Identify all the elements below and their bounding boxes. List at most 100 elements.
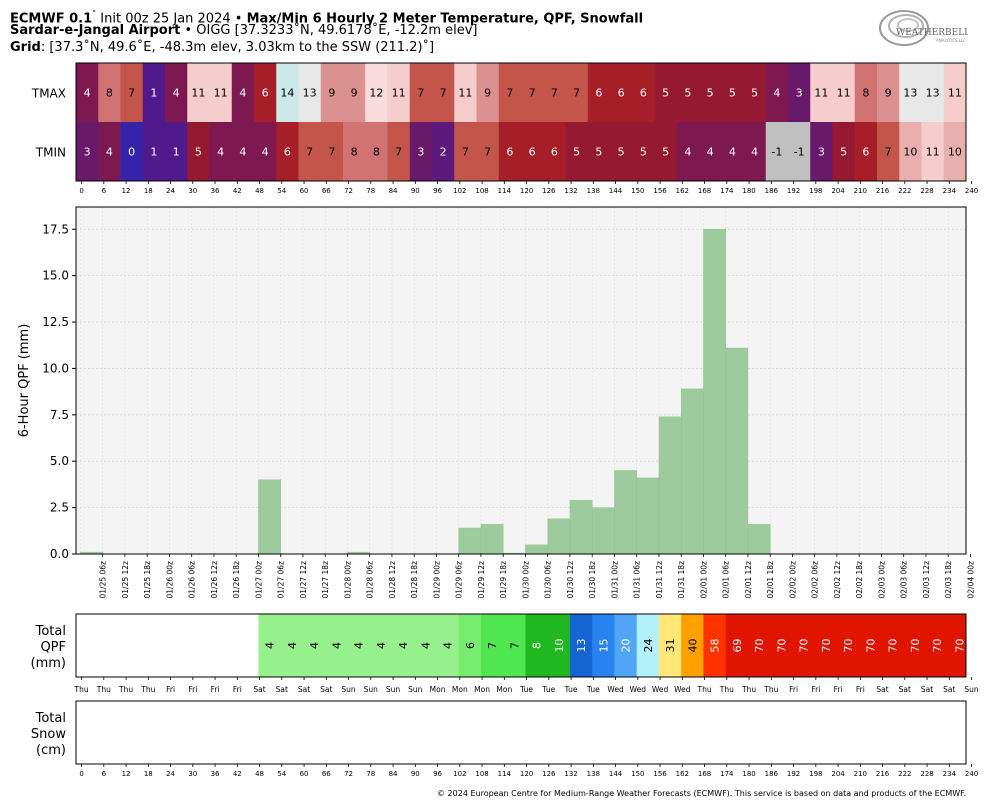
- snow-hour-tick-label: 18: [144, 770, 153, 778]
- tmax-value: 4: [773, 87, 780, 100]
- qpf-x-tick-label: 01/25 12z: [121, 561, 130, 599]
- total-qpf-cell: [814, 614, 838, 677]
- tmin-cell: [98, 122, 121, 181]
- grid-detail: : [37.3˚N, 49.6˚E, -48.3m elev, 3.03km t…: [40, 40, 435, 55]
- temp-hour-tick-label: 234: [943, 187, 957, 195]
- tmin-value: 1: [150, 146, 157, 159]
- qpf-x-tick-label: 02/03 18z: [944, 561, 953, 599]
- tmin-value: 5: [840, 146, 847, 159]
- tmin-cell: [587, 122, 611, 181]
- snow-hour-tick-label: 0: [79, 770, 83, 778]
- qpf-x-tick-label: 01/25 18z: [143, 561, 152, 599]
- qpf-y-tick-label: 17.5: [42, 222, 69, 236]
- total-qpf-cell: [703, 614, 727, 677]
- temp-hour-tick-label: 168: [698, 187, 711, 195]
- tmin-value: 4: [106, 146, 113, 159]
- qpf-x-tick-label: 01/29 12z: [477, 561, 486, 599]
- qpf-x-tick-label: 01/25 06z: [99, 561, 108, 599]
- tmin-cell: [854, 122, 878, 181]
- temp-hour-tick-label: 12: [122, 187, 131, 195]
- tmax-value: 11: [948, 87, 962, 100]
- tmin-value: 2: [440, 146, 447, 159]
- tmin-value: 7: [885, 146, 892, 159]
- tmin-cell: [610, 122, 633, 181]
- temp-hour-tick-label: 138: [587, 187, 600, 195]
- temp-hour-tick-label: 150: [631, 187, 644, 195]
- tmax-cell: [610, 63, 633, 122]
- tmax-value: 11: [191, 87, 205, 100]
- tmin-value: 3: [818, 146, 825, 159]
- snow-hour-tick-label: 228: [920, 770, 933, 778]
- total-qpf-cell: [147, 614, 170, 677]
- total-qpf-label: QPF: [40, 640, 66, 655]
- snow-hour-tick-label: 198: [809, 770, 822, 778]
- temp-hour-tick-label: 228: [920, 187, 933, 195]
- tmin-value: 5: [595, 146, 602, 159]
- qpf-x-tick-label: 01/31 00z: [610, 561, 619, 599]
- qpf-x-tick-label: 02/01 18z: [766, 561, 775, 599]
- tmax-cell: [98, 63, 121, 122]
- day-tick-label: Wed: [652, 685, 669, 694]
- tmin-cell: [432, 122, 455, 181]
- tmax-cell: [632, 63, 655, 122]
- total-qpf-value: 7: [508, 642, 521, 649]
- total-qpf-cell: [191, 614, 215, 677]
- total-qpf-cell: [747, 614, 771, 677]
- snow-hour-tick-label: 12: [122, 770, 131, 778]
- total-qpf-cell: [525, 614, 549, 677]
- temp-hour-tick-label: 180: [742, 187, 755, 195]
- tmin-value: 6: [284, 146, 291, 159]
- snow-hour-tick-label: 60: [300, 770, 309, 778]
- day-tick-label: Fri: [811, 685, 820, 694]
- total-qpf-value: 70: [909, 639, 922, 653]
- tmax-cell: [476, 63, 500, 122]
- tmax-cell: [943, 63, 967, 122]
- logo-text: WEATHERBELL: [896, 28, 968, 38]
- total-qpf-cell: [547, 614, 571, 677]
- tmax-cell: [142, 63, 166, 122]
- qpf-bar: [592, 507, 615, 555]
- tmin-value: 3: [84, 146, 91, 159]
- qpf-bar: [614, 470, 637, 555]
- qpf-x-tick-label: 01/26 18z: [232, 561, 241, 599]
- temp-hour-tick-label: 114: [498, 187, 512, 195]
- total-qpf-value: 70: [931, 639, 944, 653]
- day-tick-label: Mon: [474, 685, 490, 694]
- total-snow-frame: [75, 700, 967, 765]
- temp-hour-tick-label: 78: [366, 187, 375, 195]
- qpf-y-tick-label: 2.5: [50, 501, 69, 515]
- tmax-value: 11: [814, 87, 828, 100]
- total-qpf-value: 24: [642, 639, 655, 653]
- day-tick-label: Mon: [452, 685, 468, 694]
- tmax-cell: [120, 63, 144, 122]
- qpf-x-tick-label: 01/28 00z: [343, 561, 352, 599]
- tmax-value: 8: [862, 87, 869, 100]
- tmin-value: 8: [373, 146, 380, 159]
- tmax-value: 11: [837, 87, 851, 100]
- tmax-cell: [854, 63, 878, 122]
- init-time: Init 00z 25 Jan 2024: [100, 11, 231, 27]
- tmax-cell: [721, 63, 744, 122]
- tmin-cell: [454, 122, 477, 181]
- total-qpf-cell: [347, 614, 371, 677]
- day-tick-label: Sun: [408, 685, 423, 694]
- temp-hour-tick-label: 72: [344, 187, 353, 195]
- total-qpf-value: 13: [575, 639, 588, 653]
- tmin-value: 4: [751, 146, 758, 159]
- qpf-bar: [480, 524, 504, 555]
- tmax-cell: [432, 63, 455, 122]
- tmax-cell: [187, 63, 210, 122]
- qpf-bar: [747, 524, 771, 555]
- tmax-value: 7: [417, 87, 424, 100]
- snow-hour-tick-label: 24: [166, 770, 175, 778]
- total-qpf-value: 4: [419, 642, 432, 649]
- snow-hour-tick-label: 132: [564, 770, 577, 778]
- logo-subtext: ANALYTICS LLC: [936, 38, 966, 43]
- title-line-2: Sardar-e-Jangal Airport • OIGG [37.3233˚…: [10, 23, 478, 38]
- tmax-cell: [765, 63, 789, 122]
- tmax-cell: [654, 63, 678, 122]
- tmax-cell: [699, 63, 722, 122]
- total-qpf-cell: [436, 614, 460, 677]
- total-qpf-cell: [458, 614, 482, 677]
- day-tick-label: Sat: [298, 685, 310, 694]
